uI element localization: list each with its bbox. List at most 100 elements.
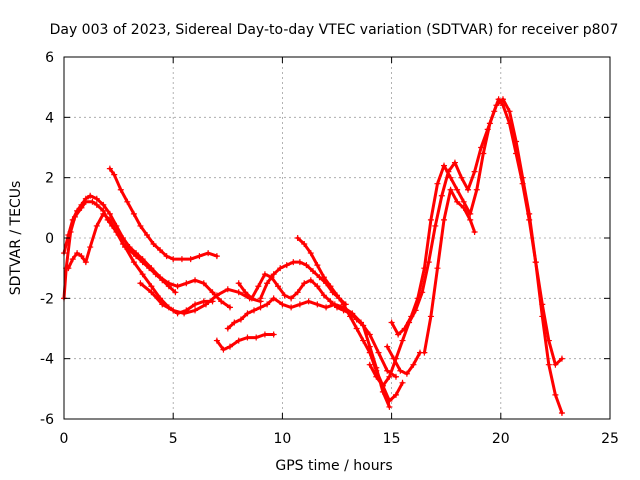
data-point [493,102,500,109]
data-point [373,373,380,380]
data-point [539,313,546,320]
data-point [395,331,402,338]
data-point [213,253,220,260]
data-point [74,250,81,257]
data-point [275,283,282,290]
data-point [242,289,249,296]
data-point [150,241,157,248]
data-point [386,403,393,410]
data-point [170,256,177,263]
data-point [342,301,349,308]
data-point [486,120,493,127]
data-point [172,289,179,296]
data-point [327,298,334,305]
y-tick-label: 6 [45,50,54,66]
data-point [143,231,150,238]
series-arc-7 [213,331,277,353]
data-point [451,159,458,166]
series-line [138,281,263,315]
x-tick-label: 20 [492,431,510,447]
data-point [473,186,480,193]
data-point [301,241,308,248]
data-point [323,304,330,311]
y-tick-label: -6 [40,412,54,428]
data-point [270,331,277,338]
grid [64,57,610,419]
data-point [119,241,126,248]
data-point [416,349,423,356]
data-point [303,262,310,269]
data-point [392,373,399,380]
data-point [296,301,303,308]
data-point [244,334,251,341]
data-point [244,310,251,317]
data-point [209,289,216,296]
data-point [264,280,271,287]
data-point [170,307,177,314]
data-point [360,337,367,344]
data-point [458,174,465,181]
data-point [124,198,131,205]
data-point [100,210,107,217]
data-point [159,277,166,284]
data-point [224,325,231,332]
data-point [366,361,373,368]
x-tick-label: 5 [169,431,178,447]
data-point [200,298,207,305]
data-point [181,310,188,317]
series-line [108,167,219,261]
data-point [235,337,242,344]
y-tick-label: 4 [45,110,54,126]
data-point [460,198,467,205]
series-arc-4 [106,165,220,263]
x-tick-label: 15 [383,431,401,447]
data-point [334,304,340,311]
data-point [288,304,295,311]
data-point [257,304,264,311]
data-point [386,397,393,404]
data-point [288,295,295,302]
data-point [205,250,212,257]
data-point [379,382,386,389]
data-point [499,96,506,103]
data-point [253,334,260,341]
data-point [89,198,96,205]
data-point [257,295,264,302]
data-point [130,210,137,217]
x-tick-label: 25 [601,431,619,447]
data-point [558,355,565,362]
data-point [329,289,336,296]
data-point [165,283,172,290]
data-point [314,301,321,308]
data-point [506,108,513,115]
data-point [408,313,415,320]
data-point [192,277,199,284]
data-point [480,150,487,157]
data-point [414,295,421,302]
data-point [69,256,76,263]
data-point [454,198,461,205]
data-point [133,253,140,260]
data-point [163,253,170,260]
data-point [213,292,220,299]
data-point [87,192,94,199]
data-point [384,343,391,350]
y-tick-label: -2 [40,291,54,307]
data-point [174,283,181,290]
data-point [353,316,360,323]
data-point [316,274,323,281]
data-point [264,301,271,308]
data-point [279,301,286,308]
data-point [178,256,185,263]
data-point [366,331,373,338]
series-arc-5 [65,210,179,296]
data-point [390,355,397,362]
data-point [519,174,526,181]
data-point [157,247,164,254]
data-point [231,319,238,326]
data-point [305,298,312,305]
data-point [347,313,354,320]
y-tick-label: 2 [45,171,54,187]
data-point [148,289,155,296]
data-point [148,283,155,290]
